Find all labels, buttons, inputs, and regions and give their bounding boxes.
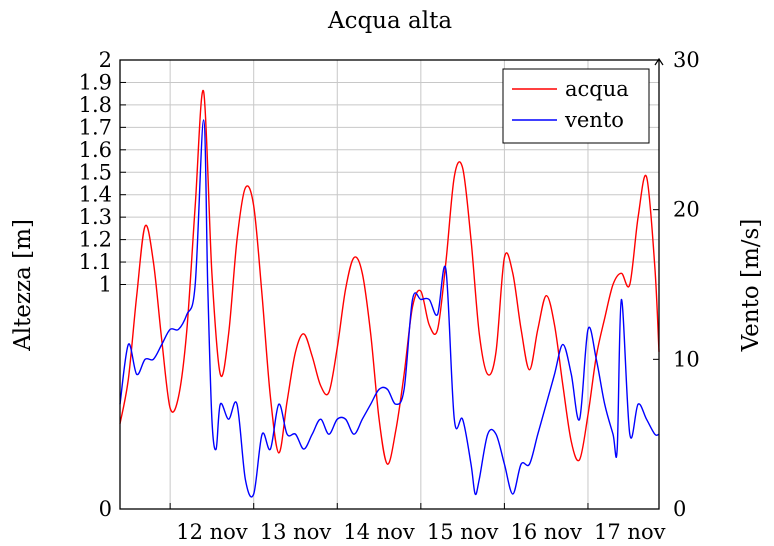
y-left-tick-label: 0 (99, 497, 112, 521)
x-tick-label: 13 nov (260, 520, 332, 544)
y-right-tick-label: 30 (673, 48, 700, 72)
y-right-axis-arrow (654, 57, 664, 66)
y-left-tick-label: 1.9 (79, 70, 112, 94)
ticks: 011.11.21.31.41.51.61.71.81.92010203012 … (79, 48, 700, 544)
x-tick-label: 17 nov (594, 520, 666, 544)
series-line-acqua (119, 89, 660, 465)
y-left-tick-label: 1.1 (79, 250, 112, 274)
y-left-tick-label: 1.5 (79, 160, 112, 184)
y-left-tick-label: 1 (99, 273, 112, 297)
y-left-tick-label: 1.7 (79, 115, 112, 139)
legend: acqua vento (502, 68, 650, 144)
y-axis-left-label: Altezza [m] (10, 219, 36, 352)
y-right-tick-label: 10 (673, 347, 700, 371)
legend-label-acqua: acqua (565, 77, 629, 101)
chart-title: Acqua alta (327, 8, 452, 34)
series-group (119, 89, 660, 498)
y-right-tick-label: 20 (673, 198, 700, 222)
legend-box (502, 68, 650, 144)
y-left-tick-label: 1.4 (79, 183, 112, 207)
y-right-tick-label: 0 (673, 497, 686, 521)
y-left-tick-label: 1.3 (79, 205, 112, 229)
y-left-tick-label: 2 (99, 48, 112, 72)
x-tick-label: 12 nov (176, 520, 248, 544)
x-tick-label: 14 nov (343, 520, 415, 544)
y-left-tick-label: 1.6 (79, 138, 112, 162)
series-line-vento (119, 119, 660, 498)
x-tick-label: 15 nov (427, 520, 499, 544)
y-left-tick-label: 1.2 (79, 228, 112, 252)
legend-label-vento: vento (564, 108, 624, 132)
y-left-tick-label: 1.8 (79, 93, 112, 117)
x-tick-label: 16 nov (510, 520, 582, 544)
y-axis-right-label: Vento [m/s] (738, 219, 764, 353)
